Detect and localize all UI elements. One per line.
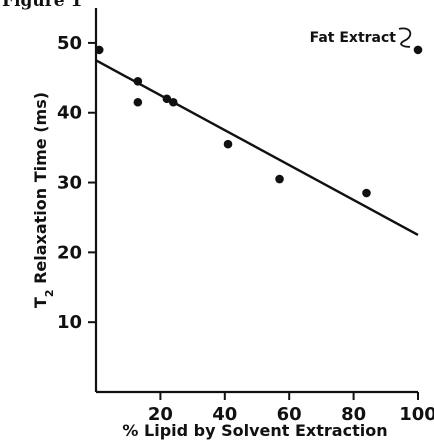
y-tick-label: 10 bbox=[57, 312, 82, 333]
data-point bbox=[162, 94, 172, 104]
annotation-arrow bbox=[398, 27, 412, 48]
x-tick-label: 40 bbox=[212, 404, 237, 425]
fit-line-group bbox=[95, 59, 419, 236]
data-point bbox=[133, 77, 143, 86]
annotation-label: Fat Extract bbox=[310, 30, 397, 46]
y-axis-title-subscript: 2 bbox=[43, 289, 56, 297]
data-point bbox=[168, 97, 178, 107]
annotation-group: Fat Extract bbox=[310, 27, 412, 48]
data-points bbox=[94, 45, 423, 198]
y-tick-label: 20 bbox=[57, 242, 82, 263]
data-point bbox=[94, 45, 104, 55]
y-tick-label: 50 bbox=[57, 33, 82, 54]
regression-line bbox=[95, 59, 419, 236]
x-axis-title: % Lipid by Solvent Extraction bbox=[122, 421, 387, 440]
y-axis-title: T2 Relaxation Time (ms) bbox=[31, 92, 56, 308]
data-point bbox=[413, 45, 423, 55]
x-tick-label: 80 bbox=[341, 404, 366, 425]
data-point bbox=[362, 188, 371, 198]
x-tick-label: 100 bbox=[399, 404, 434, 425]
data-point bbox=[133, 97, 143, 107]
y-tick-label: 40 bbox=[57, 103, 82, 124]
data-point bbox=[275, 174, 284, 184]
y-axis-title-main: T bbox=[31, 297, 50, 308]
data-point bbox=[223, 139, 233, 149]
x-tick-label: 20 bbox=[148, 404, 173, 425]
x-tick-label: 60 bbox=[277, 404, 302, 425]
axes: 10 20 30 40 50 20 40 60 80 100 bbox=[57, 8, 434, 425]
y-tick-label: 30 bbox=[57, 173, 82, 194]
figure-label: Figure 1 bbox=[2, 0, 83, 11]
y-axis-title-rest: Relaxation Time (ms) bbox=[31, 92, 50, 290]
